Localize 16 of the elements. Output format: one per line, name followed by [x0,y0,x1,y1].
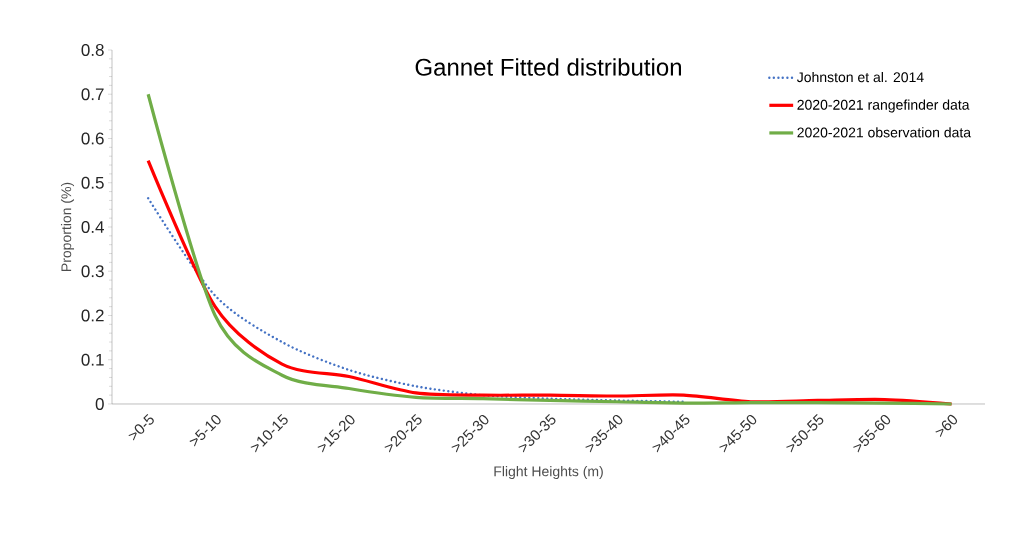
y-tick-label: 0.6 [81,132,104,145]
x-axis-title: Flight Heights (m) [494,466,603,480]
y-tick-label: 0.2 [81,309,104,322]
y-tick-label: 0.8 [81,43,104,57]
chart-title: Gannet Fitted distribution [415,58,681,76]
y-axis-title: Proportion (%) [60,182,75,271]
y-tick-label: 0.7 [81,88,104,101]
y-tick-label: 0.1 [81,353,104,366]
y-tick-label: 0.3 [81,265,104,278]
y-tick-label: 0.4 [81,220,104,234]
y-tick-label: 0.5 [81,176,104,189]
legend-label: Johnston et al. 2014 [796,71,924,83]
x-tick-label: >60 [935,414,958,438]
y-tick-label: 0 [95,397,104,411]
legend-label: 2020-2021 observation data [797,127,972,138]
legend-label: 2020-2021 rangefinder data [797,99,970,113]
